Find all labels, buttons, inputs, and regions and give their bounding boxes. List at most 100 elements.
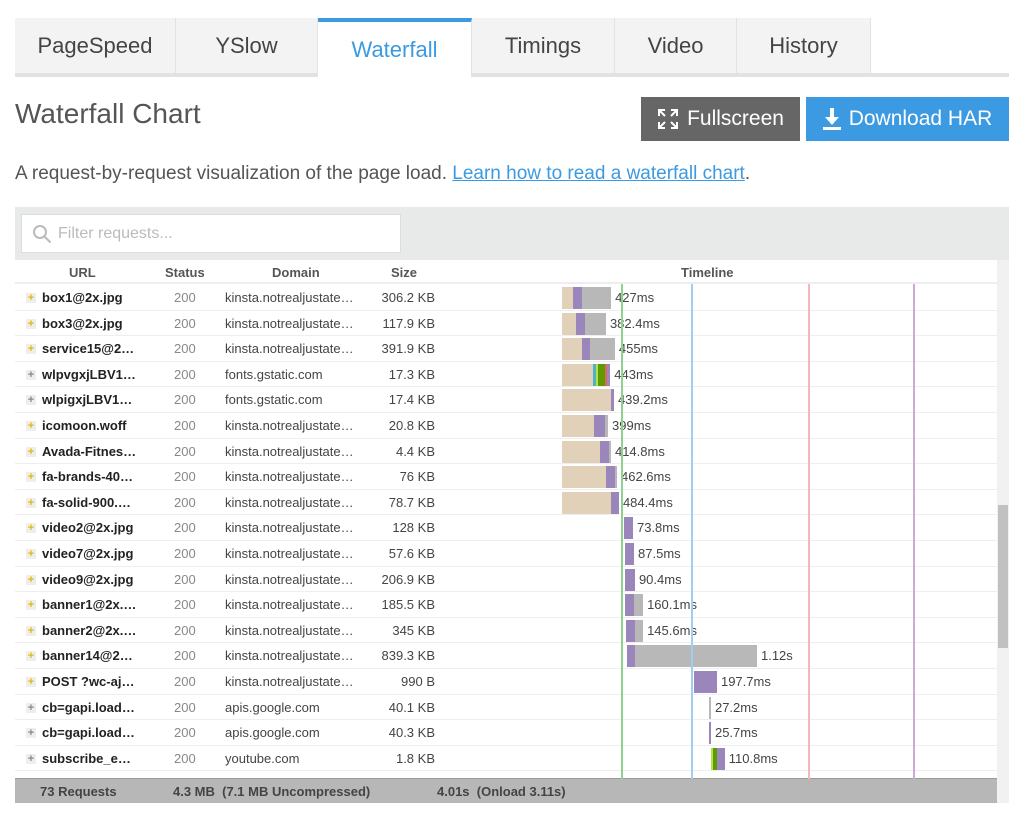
cell-url: banner14@2… — [42, 648, 133, 664]
table-row[interactable]: + video2@2x.jpg 200 kinsta.notrealjustate… 1… — [15, 515, 997, 541]
expand-plus-icon[interactable]: + — [26, 496, 36, 509]
expand-plus-icon[interactable]: + — [26, 650, 36, 663]
table-row[interactable]: + cb=gapi.load… 200 apis.google.com 40.1 KB 2… — [15, 695, 997, 721]
timing-bar-wait — [607, 363, 611, 386]
table-row[interactable]: + icomoon.woff 200 kinsta.notrealjustate… 20… — [15, 413, 997, 439]
col-size[interactable]: Size — [391, 265, 418, 280]
expand-plus-icon[interactable]: + — [26, 368, 36, 381]
tab-waterfall[interactable]: Waterfall — [318, 18, 472, 77]
expand-plus-icon[interactable]: + — [26, 445, 36, 458]
table-row[interactable]: + banner14@2… 200 kinsta.notrealjustate… 839… — [15, 643, 997, 669]
expand-plus-icon[interactable]: + — [26, 727, 36, 740]
cell-status: 200 — [174, 699, 196, 715]
table-header: URL Status Domain Size Timeline — [15, 260, 997, 284]
expand-plus-icon[interactable]: + — [26, 599, 36, 612]
table-row[interactable]: + video9@2x.jpg 200 kinsta.notrealjustate… 2… — [15, 567, 997, 593]
table-row[interactable]: + fa-solid-900.… 200 kinsta.notrealjustate…… — [15, 490, 997, 516]
timing-label: 455ms — [618, 341, 658, 357]
timing-bar-receive — [582, 287, 612, 309]
timing-label: 1.12s — [760, 648, 793, 664]
timing-bar-wait — [694, 671, 717, 693]
scrollbar-thumb[interactable] — [998, 505, 1008, 648]
expand-plus-icon[interactable]: + — [26, 522, 36, 535]
table-row[interactable]: + banner2@2x.… 200 kinsta.notrealjustate… 34… — [15, 618, 997, 644]
filter-field[interactable] — [21, 214, 401, 253]
tab-video[interactable]: Video — [615, 18, 737, 73]
col-url[interactable]: URL — [69, 265, 96, 280]
cell-url: fa-solid-900.… — [42, 494, 131, 510]
table-row[interactable]: + service15@2… 200 kinsta.notrealjustate… 39… — [15, 336, 997, 362]
table-row[interactable]: + video7@2x.jpg 200 kinsta.notrealjustate… 5… — [15, 541, 997, 567]
expand-plus-icon[interactable]: + — [26, 317, 36, 330]
timing-label: 484.4ms — [622, 494, 673, 510]
cell-domain: fonts.gstatic.com — [225, 392, 323, 408]
learn-waterfall-link[interactable]: Learn how to read a waterfall chart — [452, 163, 745, 184]
cell-size: 78.7 KB — [388, 494, 435, 510]
fullscreen-button[interactable]: Fullscreen — [641, 97, 800, 141]
description: A request-by-request visualization of th… — [15, 163, 750, 185]
table-row[interactable]: + subscribe_e… 200 youtube.com 1.8 KB 110.8ms — [15, 746, 997, 772]
table-row[interactable]: + wlpvgxjLBV1… 200 fonts.gstatic.com 17.3 KB… — [15, 362, 997, 388]
cell-status: 200 — [174, 648, 196, 664]
tab-bar: PageSpeed YSlow Waterfall Timings Video Histo… — [15, 18, 1009, 77]
table-row[interactable]: + cb=gapi.load… 200 apis.google.com 40.3 KB 2… — [15, 720, 997, 746]
table-row[interactable]: + wlpigxjLBV1… 200 fonts.gstatic.com 17.4 KB… — [15, 387, 997, 413]
table-row[interactable]: + Avada-Fitnes… 200 kinsta.notrealjustate… 4… — [15, 439, 997, 465]
description-text: A request-by-request visualization of th… — [15, 163, 453, 184]
expand-plus-icon[interactable]: + — [26, 394, 36, 407]
cell-size: 185.5 KB — [381, 597, 436, 613]
table-row[interactable]: + fa-brands-40… 200 kinsta.notrealjustate… 7… — [15, 464, 997, 490]
cell-status: 200 — [174, 469, 196, 485]
download-har-button[interactable]: Download HAR — [806, 97, 1009, 141]
expand-plus-icon[interactable]: + — [26, 471, 36, 484]
table-row[interactable]: + POST ?wc-aj… 200 kinsta.notrealjustate… 99… — [15, 669, 997, 695]
marker-line-dom-content-loaded — [808, 284, 811, 779]
timing-label: 110.8ms — [728, 750, 778, 766]
cell-status: 200 — [174, 520, 196, 536]
cell-url: wlpvgxjLBV1… — [42, 366, 136, 382]
tab-timings[interactable]: Timings — [472, 18, 615, 73]
expand-icon — [658, 109, 679, 129]
timing-bar-wait — [626, 645, 635, 668]
cell-domain: kinsta.notrealjustate… — [225, 571, 354, 587]
tab-history[interactable]: History — [737, 18, 871, 73]
expand-plus-icon[interactable]: + — [26, 624, 36, 637]
expand-plus-icon[interactable]: + — [26, 420, 36, 432]
table-row[interactable]: + banner1@2x.… 200 kinsta.notrealjustate… 18… — [15, 592, 997, 618]
expand-plus-icon[interactable]: + — [26, 292, 36, 304]
cell-status: 200 — [174, 315, 196, 331]
cell-size: 57.6 KB — [388, 546, 435, 561]
cell-url: cb=gapi.load… — [42, 725, 135, 741]
table-footer: 73 Requests 4.3 MB (7.1 MB Uncompressed)… — [15, 778, 997, 803]
timing-label: 443ms — [614, 366, 654, 382]
tab-pagespeed[interactable]: PageSpeed — [15, 18, 176, 73]
cell-size: 4.4 KB — [395, 443, 435, 459]
timing-bar-receive — [634, 645, 757, 668]
timing-bar-receive — [708, 696, 711, 719]
tab-yslow[interactable]: YSlow — [176, 18, 318, 73]
expand-plus-icon[interactable]: + — [26, 752, 36, 765]
cell-domain: kinsta.notrealjustate… — [225, 469, 354, 485]
expand-plus-icon[interactable]: + — [26, 548, 36, 560]
cell-status: 200 — [174, 392, 196, 408]
cell-status: 200 — [174, 750, 196, 766]
col-domain[interactable]: Domain — [272, 265, 320, 280]
expand-plus-icon[interactable]: + — [26, 573, 36, 586]
timing-label: 90.4ms — [638, 571, 682, 587]
cell-domain: kinsta.notrealjustate… — [225, 674, 354, 689]
cell-url: service15@2… — [42, 341, 135, 357]
scrollbar[interactable] — [997, 260, 1009, 803]
expand-plus-icon[interactable]: + — [26, 676, 36, 688]
table-row[interactable]: + box3@2x.jpg 200 kinsta.notrealjustate… 117… — [15, 311, 997, 337]
expand-plus-icon[interactable]: + — [26, 343, 36, 356]
cell-domain: kinsta.notrealjustate… — [225, 290, 354, 305]
cell-domain: kinsta.notrealjustate… — [225, 494, 354, 510]
timing-bar-ssl — [598, 363, 606, 386]
col-status[interactable]: Status — [165, 265, 205, 280]
timing-bar-wait — [594, 415, 606, 437]
cell-size: 40.1 KB — [388, 699, 435, 715]
cell-domain: kinsta.notrealjustate… — [225, 341, 354, 357]
table-row[interactable]: + box1@2x.jpg 200 kinsta.notrealjustate… 306… — [15, 285, 997, 311]
expand-plus-icon[interactable]: + — [26, 701, 36, 714]
filter-requests-input[interactable] — [58, 224, 378, 243]
